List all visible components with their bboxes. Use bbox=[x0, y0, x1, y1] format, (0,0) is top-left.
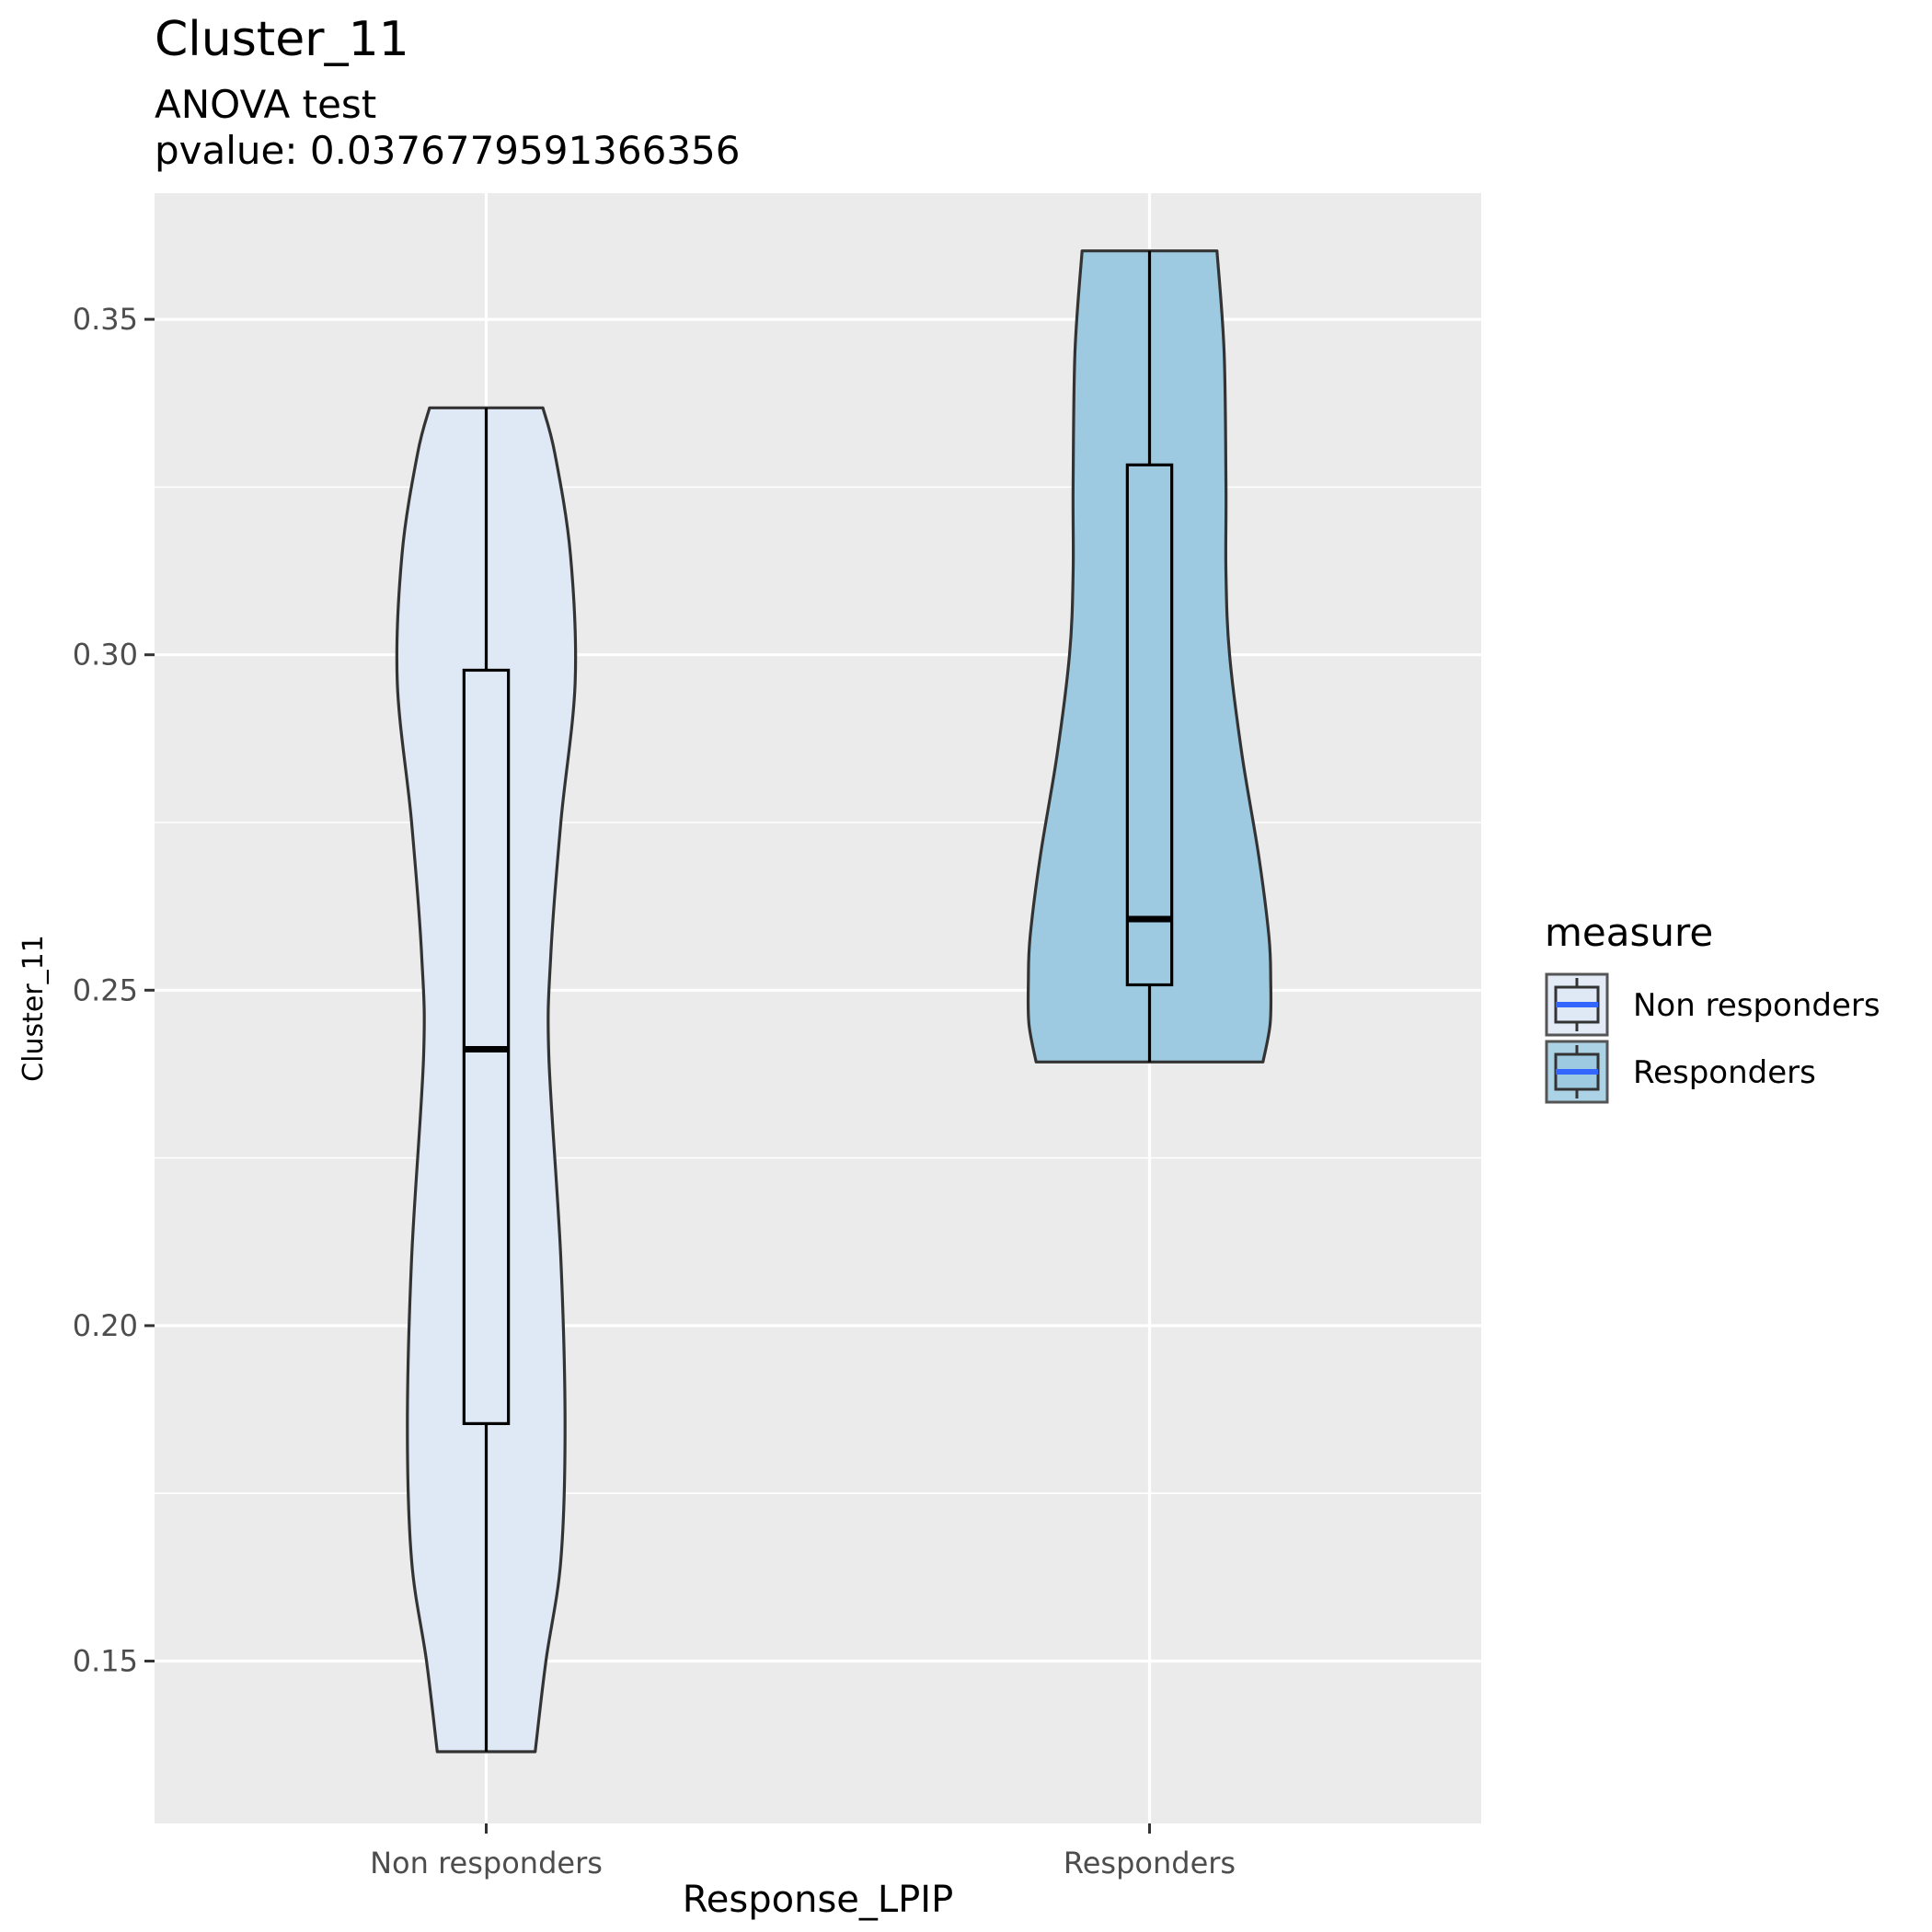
grid-minor bbox=[155, 486, 1481, 1495]
plot-panel bbox=[155, 193, 1481, 1823]
y-axis: 0.15 0.20 0.25 0.30 0.35 bbox=[73, 302, 155, 1679]
legend-key-1 bbox=[1545, 1040, 1609, 1104]
chart-subtitle-line-2: pvalue: 0.0376779591366356 bbox=[155, 128, 741, 173]
legend-title: measure bbox=[1545, 910, 1713, 955]
y-axis-title: Cluster_11 bbox=[17, 935, 50, 1082]
boxplots bbox=[462, 250, 1174, 1752]
y-tick-label-1: 0.20 bbox=[73, 1308, 138, 1343]
y-tick-label-3: 0.30 bbox=[73, 638, 138, 673]
y-tick-label-2: 0.25 bbox=[73, 972, 138, 1007]
legend: measure Non responders Responders bbox=[1545, 910, 1880, 1104]
x-tick-label-0: Non responders bbox=[370, 1846, 603, 1880]
legend-label-non-responders: Non responders bbox=[1633, 987, 1880, 1024]
legend-keys bbox=[1545, 972, 1609, 1104]
y-tick-label-0: 0.15 bbox=[73, 1644, 138, 1679]
box-1 bbox=[1125, 463, 1174, 987]
x-tick-label-1: Responders bbox=[1064, 1846, 1236, 1880]
legend-label-responders: Responders bbox=[1633, 1054, 1816, 1091]
legend-key-0 bbox=[1545, 972, 1609, 1037]
y-tick-label-4: 0.35 bbox=[73, 302, 138, 337]
chart-subtitle-line-1: ANOVA test bbox=[155, 82, 376, 127]
x-axis-title: Response_LPIP bbox=[683, 1879, 953, 1921]
x-axis: Non responders Responders bbox=[370, 1823, 1236, 1880]
chart-title: Cluster_11 bbox=[155, 12, 409, 67]
